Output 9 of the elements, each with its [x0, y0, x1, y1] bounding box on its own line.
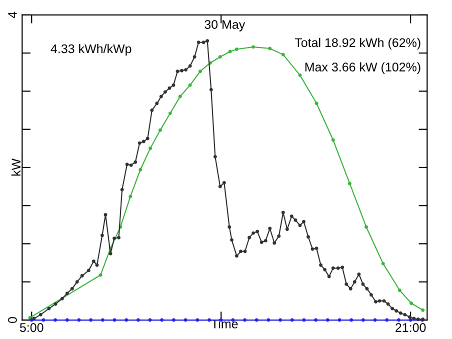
- x-tick-label: 5:00: [20, 323, 44, 332]
- chart-title: 30 May: [204, 20, 246, 32]
- annotation: Total 18.92 kWh (62%): [294, 38, 420, 50]
- annotation: 4.33 kWh/kWp: [50, 44, 132, 56]
- x-tick-label: 21:00: [396, 323, 426, 332]
- y-tick-label: 4: [8, 12, 17, 18]
- y-axis-title: kW: [11, 158, 20, 176]
- annotation: Max 3.66 kW (102%): [305, 62, 420, 74]
- y-tick-label: 0: [8, 317, 17, 324]
